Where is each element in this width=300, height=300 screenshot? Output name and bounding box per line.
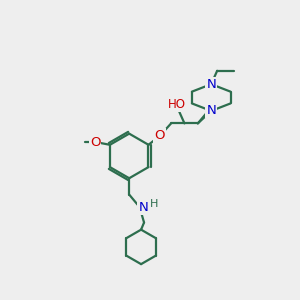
Text: O: O [154,129,165,142]
Text: N: N [138,201,148,214]
Text: H: H [150,199,158,209]
Text: HO: HO [168,98,186,111]
Text: N: N [206,78,216,91]
Text: N: N [206,104,216,117]
Text: O: O [90,136,100,149]
